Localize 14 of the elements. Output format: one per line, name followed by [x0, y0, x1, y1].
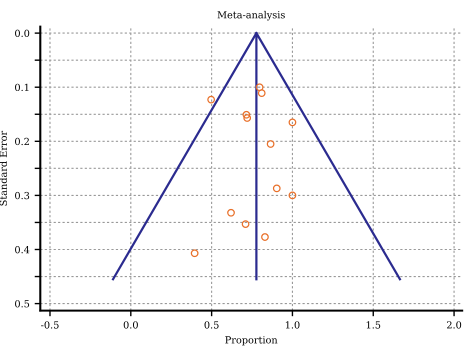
x-tick-label: 0.0: [124, 321, 138, 329]
x-tick-label: -0.5: [41, 321, 59, 329]
y-tick-label: 0.4: [15, 246, 30, 254]
x-tick-label: 1.5: [366, 321, 380, 329]
y-tick-label: 0.0: [15, 30, 30, 37]
x-tick-label: 2.0: [446, 321, 462, 329]
x-tick-label: 0.5: [204, 321, 219, 329]
x-tick-label: 1.0: [286, 321, 300, 329]
y-tick-label: 0.5: [15, 300, 30, 308]
x-axis-title: Proportion: [225, 336, 278, 346]
y-tick-label: 0.3: [15, 192, 30, 200]
y-tick-label: 0.2: [15, 138, 29, 146]
chart-title: Meta-analysis: [218, 10, 285, 20]
y-tick-label: 0.1: [15, 84, 28, 92]
